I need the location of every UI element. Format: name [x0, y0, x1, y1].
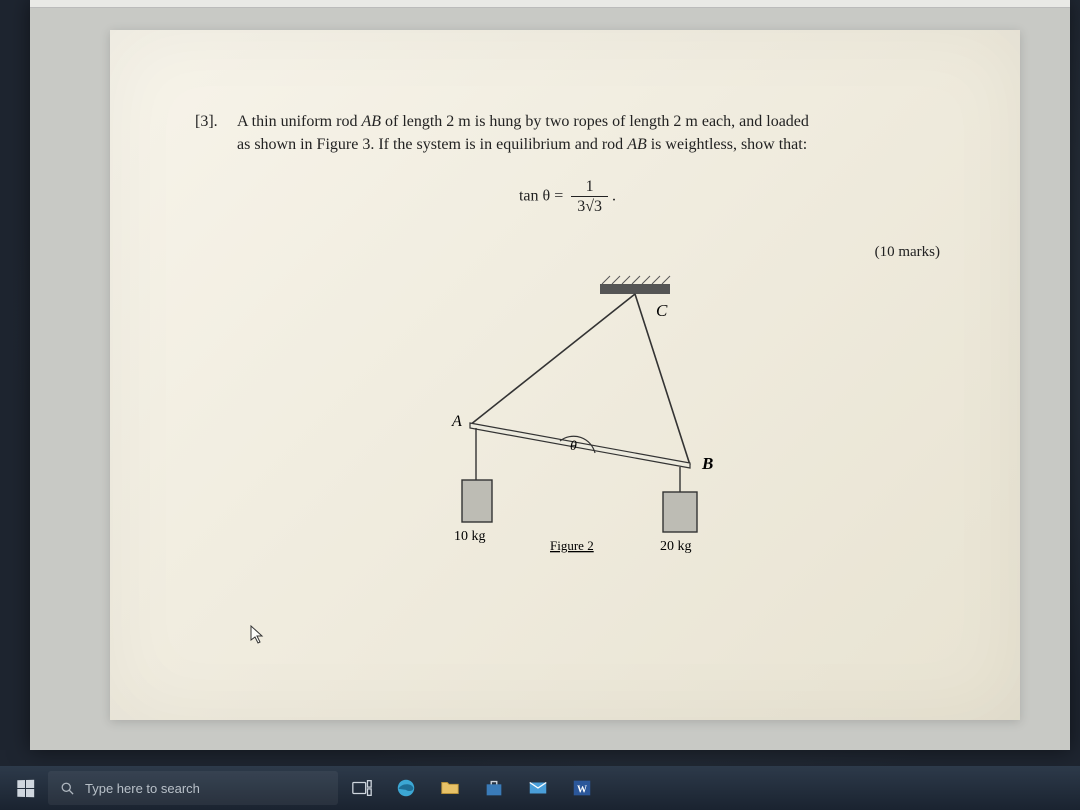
app-window: [3]. A thin uniform rod AB of length 2 m…	[30, 0, 1070, 750]
equation-denominator: 3√3	[571, 197, 608, 216]
titlebar-strip	[30, 0, 1070, 8]
equation: tan θ = 1 3√3 .	[195, 178, 940, 216]
task-view-button[interactable]	[342, 769, 382, 807]
equation-numerator: 1	[571, 178, 608, 197]
question-number: [3].	[195, 110, 225, 156]
search-icon	[60, 781, 75, 796]
rope-CA	[470, 294, 635, 425]
mass-right-box	[663, 492, 697, 532]
question-line2: as shown in Figure 3. If the system is i…	[237, 136, 807, 153]
file-explorer-button[interactable]	[430, 769, 470, 807]
label-B: B	[701, 454, 713, 473]
edge-icon	[395, 777, 417, 799]
equation-fraction: 1 3√3	[571, 178, 608, 216]
mass-left-label: 10 kg	[454, 529, 486, 544]
folder-icon	[439, 777, 461, 799]
question-line1: A thin uniform rod AB of length 2 m is h…	[237, 113, 809, 130]
mass-right-label: 20 kg	[660, 539, 692, 554]
figure-diagram: C A B θ 10 kg 20 kg Figure 2	[410, 270, 750, 580]
label-C: C	[656, 301, 668, 320]
rod-AB	[470, 423, 690, 468]
label-theta: θ	[570, 439, 577, 454]
mouse-cursor-icon	[250, 625, 266, 650]
support-hatch	[602, 276, 670, 284]
word-button[interactable]: W	[562, 769, 602, 807]
question-text: A thin uniform rod AB of length 2 m is h…	[237, 110, 940, 156]
label-A: A	[451, 413, 462, 430]
task-view-icon	[351, 777, 373, 799]
equation-lhs: tan θ =	[519, 188, 563, 205]
store-icon	[483, 777, 505, 799]
support-beam	[600, 284, 670, 294]
search-placeholder: Type here to search	[85, 781, 200, 796]
windows-logo-icon	[17, 779, 34, 797]
taskbar: Type here to search W	[0, 766, 1080, 810]
figure-caption: Figure 2	[550, 538, 594, 553]
mail-icon	[527, 777, 549, 799]
question-block: [3]. A thin uniform rod AB of length 2 m…	[195, 110, 940, 261]
equation-period: .	[612, 188, 616, 205]
word-icon: W	[571, 777, 593, 799]
taskbar-search[interactable]: Type here to search	[48, 771, 338, 805]
document-page: [3]. A thin uniform rod AB of length 2 m…	[110, 30, 1020, 720]
svg-text:W: W	[577, 785, 587, 796]
store-button[interactable]	[474, 769, 514, 807]
mass-left-box	[462, 480, 492, 522]
marks-label: (10 marks)	[195, 244, 940, 261]
mail-button[interactable]	[518, 769, 558, 807]
edge-browser-button[interactable]	[386, 769, 426, 807]
start-button[interactable]	[6, 769, 44, 807]
